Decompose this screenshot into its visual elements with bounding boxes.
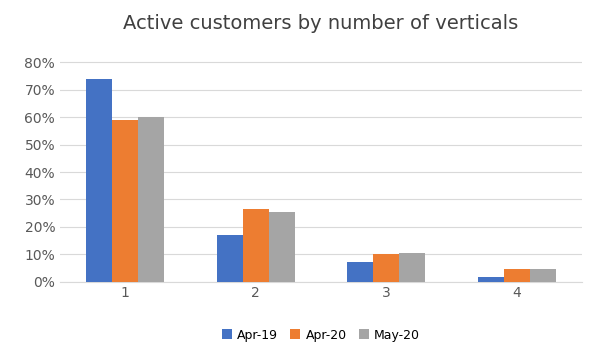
Legend: Apr-19, Apr-20, May-20: Apr-19, Apr-20, May-20 xyxy=(217,323,425,347)
Bar xyxy=(269,212,295,282)
Bar xyxy=(400,253,425,282)
Bar xyxy=(217,235,243,282)
Bar xyxy=(530,269,556,282)
Bar xyxy=(139,117,164,282)
Bar xyxy=(347,262,373,282)
Bar xyxy=(504,269,530,282)
Bar xyxy=(112,120,139,282)
Title: Active customers by number of verticals: Active customers by number of verticals xyxy=(124,14,518,34)
Bar xyxy=(478,278,504,282)
Bar xyxy=(86,79,112,282)
Bar xyxy=(373,254,400,282)
Bar xyxy=(242,209,269,282)
